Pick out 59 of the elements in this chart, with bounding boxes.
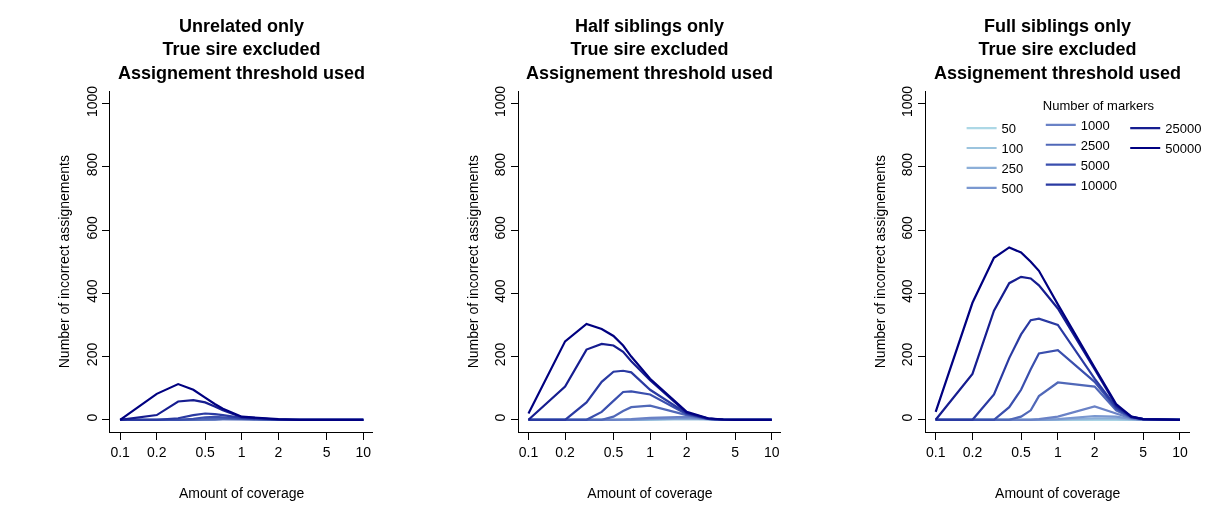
x-tick-label: 0.1 (925, 444, 946, 461)
legend-label: 500 (1001, 180, 1024, 196)
x-tick-label: 1 (646, 444, 655, 461)
y-tick-label: 800 (83, 152, 100, 177)
legend-label: 2500 (1080, 137, 1110, 153)
y-tick-label: 800 (492, 152, 509, 177)
legend-label: 25000 (1165, 121, 1202, 137)
x-tick-label: 1 (237, 444, 246, 461)
legend-label: 50 (1001, 121, 1017, 137)
x-tick-label: 0.1 (518, 444, 539, 461)
x-tick-label: 10 (763, 444, 780, 461)
x-tick-label: 10 (355, 444, 372, 461)
y-tick-label: 400 (83, 279, 100, 303)
y-axis-title: Number of incorrect assignements (56, 155, 73, 369)
y-tick-label: 400 (492, 279, 509, 303)
legend-label: 5000 (1080, 157, 1110, 173)
x-axis-title: Amount of coverage (587, 484, 713, 501)
x-axis-title: Amount of coverage (995, 484, 1121, 501)
legend-label: 250 (1001, 160, 1024, 176)
x-tick-label: 0.5 (1011, 444, 1032, 461)
y-tick-label: 0 (83, 413, 100, 422)
x-tick-label: 0.2 (962, 444, 983, 461)
y-tick-label: 0 (492, 413, 509, 422)
y-tick-label: 1000 (492, 85, 509, 117)
y-tick-label: 600 (83, 216, 100, 240)
chart-title: Unrelated only True sire excluded Assignement threshold used (118, 16, 366, 83)
y-tick-label: 600 (899, 216, 916, 240)
x-axis-title: Amount of coverage (178, 484, 305, 501)
x-tick-label: 5 (322, 444, 331, 461)
legend-label: 10000 (1080, 177, 1117, 193)
y-tick-label: 0 (899, 413, 916, 422)
x-tick-label: 0.2 (555, 444, 576, 461)
x-tick-label: 2 (274, 444, 283, 461)
x-tick-label: 2 (682, 444, 691, 461)
legend-label: 100 (1001, 141, 1024, 157)
x-tick-label: 2 (1090, 444, 1099, 461)
y-tick-label: 600 (492, 216, 509, 240)
x-tick-label: 1 (1053, 444, 1062, 461)
chart-title: Full siblings only True sire excluded Assignement threshold used (934, 16, 1182, 83)
legend-label: 50000 (1165, 141, 1202, 157)
legend-label: 1000 (1080, 117, 1110, 133)
legend-title: Number of markers (1042, 97, 1155, 113)
y-tick-label: 200 (492, 342, 509, 367)
y-tick-label: 1000 (83, 85, 100, 117)
x-tick-label: 10 (1172, 444, 1188, 461)
x-tick-label: 0.2 (147, 444, 167, 461)
y-tick-label: 200 (83, 342, 100, 367)
x-tick-label: 0.5 (195, 444, 216, 461)
y-tick-label: 800 (899, 152, 916, 177)
x-tick-label: 5 (1139, 444, 1148, 461)
y-axis-title: Number of incorrect assignements (871, 155, 888, 369)
x-tick-label: 5 (731, 444, 740, 461)
y-tick-label: 1000 (899, 85, 916, 117)
x-tick-label: 0.5 (603, 444, 624, 461)
chart-title: Half siblings only True sire excluded Assignement threshold used (526, 16, 774, 83)
y-tick-label: 200 (899, 342, 916, 367)
x-tick-label: 0.1 (110, 444, 131, 461)
y-axis-title: Number of incorrect assignements (464, 155, 481, 369)
y-tick-label: 400 (899, 279, 916, 303)
